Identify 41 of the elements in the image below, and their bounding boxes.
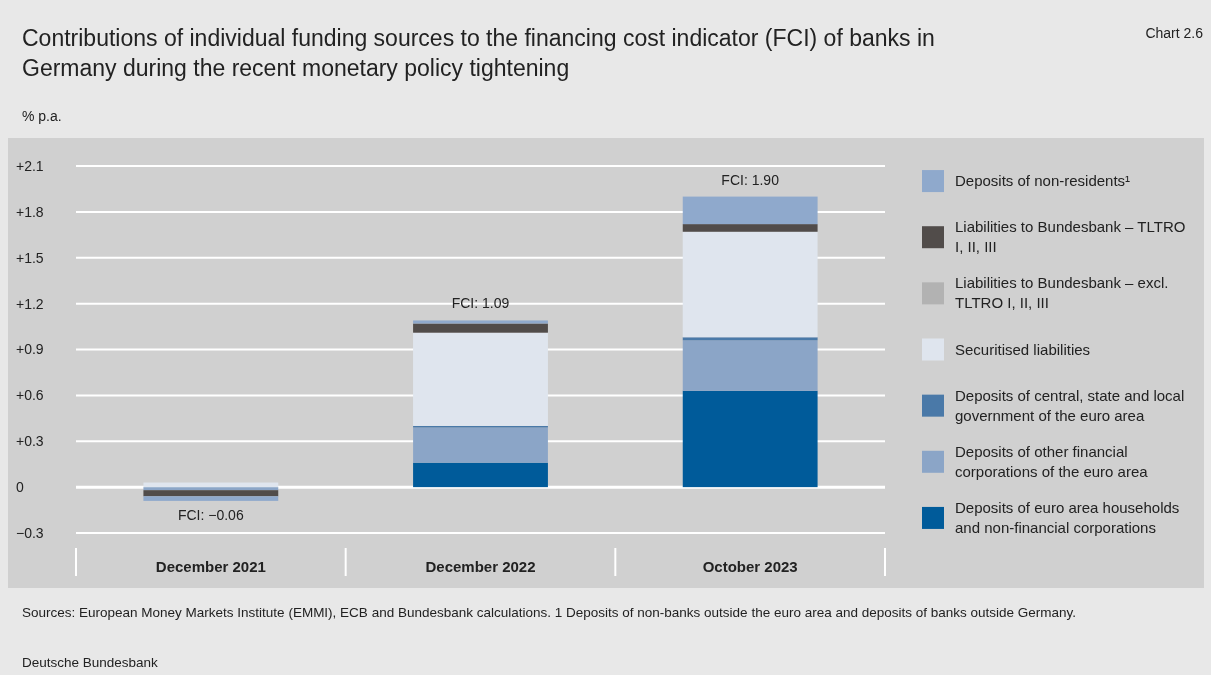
bar: [413, 427, 548, 463]
legend-label: Deposits of non-residents¹: [955, 172, 1131, 190]
y-tick-label: +0.6: [16, 387, 44, 404]
y-tick-label: +0.3: [16, 433, 44, 450]
legend-label: Liabilities to Bundesbank – TLTRO I, II, III: [955, 218, 1186, 256]
legend-label: Deposits of other financial corporations of the euro area: [955, 442, 1149, 480]
x-tick-label: October 2023: [702, 557, 798, 575]
bar: [143, 496, 279, 501]
bar: [413, 332, 548, 426]
source-note: Sources: European Money Markets Institute (EMMI), ECB and Bundesbank calculations. 1 Deposits of non-banks outside the euro area and deposits of banks outside Germany.: [22, 605, 1077, 620]
bar: [682, 340, 818, 391]
x-tick-label: December 2022: [425, 557, 536, 575]
caption: Chart 2.6: [1145, 25, 1204, 41]
bar: [413, 323, 548, 333]
bar: [682, 196, 818, 225]
y-tick-label: +2.1: [16, 157, 44, 174]
legend-label: Securitised liabilities: [955, 340, 1091, 358]
bar: [682, 231, 818, 338]
y-axis-title: % p.a.: [22, 108, 62, 124]
y-tick-label: +0.9: [16, 341, 44, 358]
bar: [143, 487, 279, 491]
annotation: FCI: 1.09: [451, 295, 510, 312]
bar: [413, 320, 548, 324]
annotation: FCI: −0.06: [177, 507, 244, 524]
x-tick-label: December 2021: [155, 557, 266, 575]
bar: [143, 490, 279, 497]
chart-title: Contributions of individual funding sources to the financing cost indicator (FCI) of banks in Germany during the recent monetary policy tightening: [22, 25, 935, 81]
bar: [413, 462, 548, 488]
y-tick-label: −0.3: [16, 524, 44, 541]
y-tick-label: +1.8: [16, 203, 44, 220]
bar: [682, 390, 818, 488]
y-tick-label: 0: [16, 479, 24, 496]
text: Deutsche Bundesbank: [22, 655, 159, 670]
legend-label: Liabilities to Bundesbank – excl. TLTRO I, II, III: [955, 274, 1169, 312]
legend-label: Deposits of euro area households and non-financial corporations: [955, 498, 1180, 536]
y-tick-label: +1.5: [16, 249, 44, 266]
legend-label: Deposits of central, state and local government of the euro area: [955, 386, 1185, 424]
bar: [682, 224, 818, 232]
y-tick-label: +1.2: [16, 295, 44, 312]
bar: [682, 337, 818, 341]
annotation: FCI: 1.90: [721, 171, 780, 188]
